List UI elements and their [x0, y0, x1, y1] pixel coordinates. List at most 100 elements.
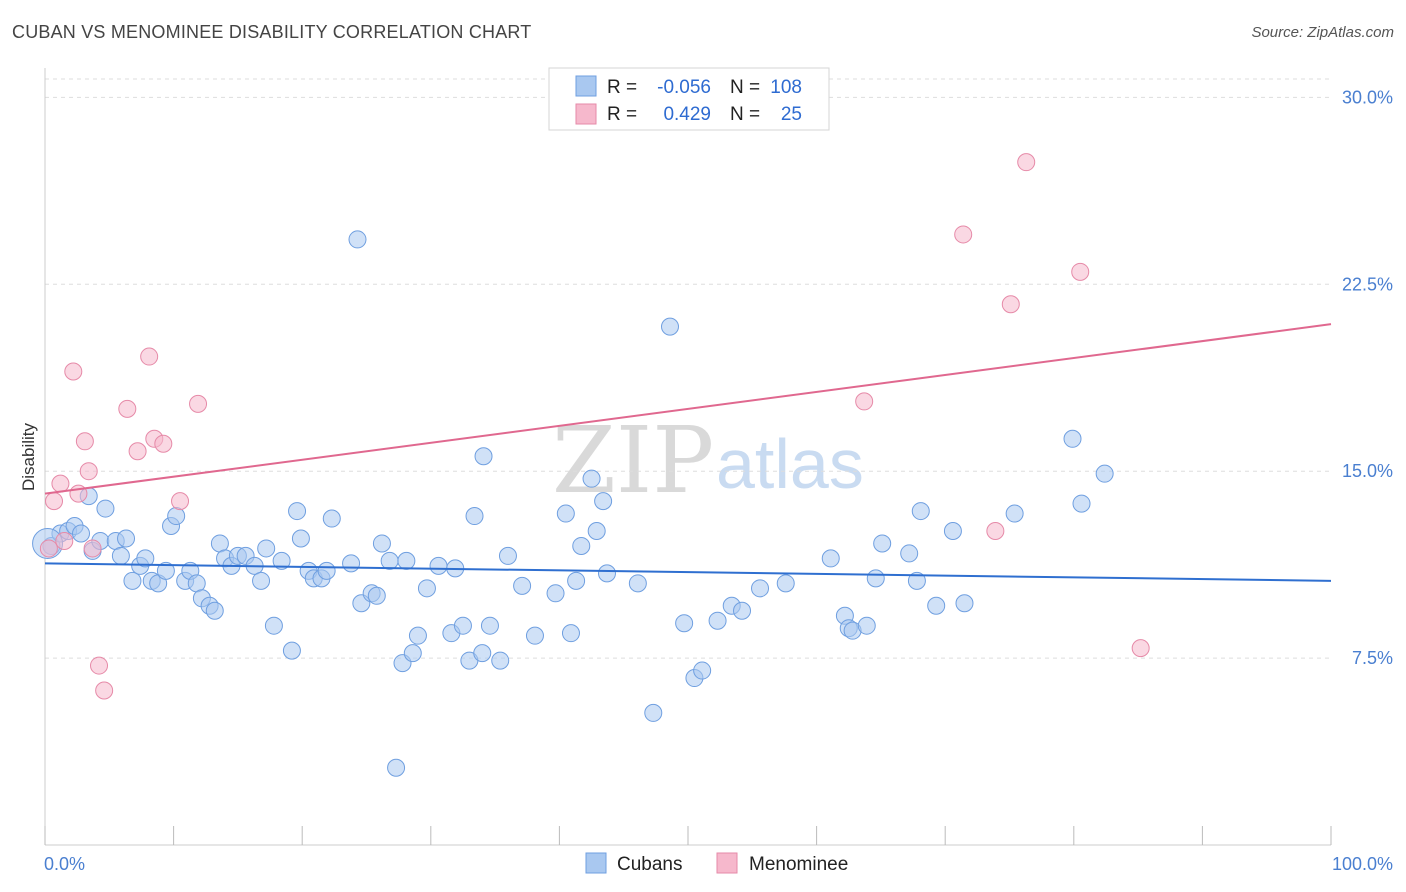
cubans-point — [322, 509, 341, 528]
menominee-point — [64, 362, 83, 381]
cubans-point — [491, 651, 510, 670]
menominee-point — [1001, 295, 1020, 314]
cubans-point — [556, 504, 575, 523]
cubans-point — [367, 586, 386, 605]
legend-n-label-menominee: N = — [730, 104, 760, 125]
cubans-point — [167, 507, 186, 526]
cubans-point — [117, 529, 136, 548]
cubans-trend-line — [44, 562, 1332, 582]
menominee-point — [75, 432, 94, 451]
legend-n-label-cubans: N = — [730, 77, 760, 98]
x-tick-label: 0.0% — [44, 854, 85, 874]
cubans-point — [288, 502, 307, 521]
cubans-point — [474, 447, 493, 466]
cubans-point — [498, 546, 517, 565]
menominee-point — [954, 225, 973, 244]
cubans-point — [136, 549, 155, 568]
cubans-point — [907, 571, 926, 590]
bottom-legend-swatch-cubans — [585, 852, 607, 874]
cubans-point — [567, 571, 586, 590]
cubans-point — [408, 626, 427, 645]
y-tick-label: 15.0% — [1342, 461, 1393, 481]
cubans-point — [900, 544, 919, 563]
cubans-point — [561, 624, 580, 643]
cubans-point — [1063, 429, 1082, 448]
cubans-point — [342, 554, 361, 573]
cubans-point — [156, 561, 175, 580]
source-label: Source: ZipAtlas.com — [1251, 24, 1394, 41]
menominee-trend-line — [44, 323, 1332, 495]
cubans-point — [72, 524, 91, 543]
menominee-point — [154, 434, 173, 453]
cubans-point — [821, 549, 840, 568]
correlation-legend: R = -0.056 N = 108 R = 0.429 N = 25 — [548, 67, 830, 131]
cubans-point — [513, 576, 532, 595]
menominee-point — [1131, 639, 1150, 658]
cubans-point — [525, 626, 544, 645]
menominee-point — [90, 656, 109, 675]
cubans-point — [911, 502, 930, 521]
cubans-point — [675, 614, 694, 633]
cubans-point — [96, 499, 115, 518]
cubans-point — [751, 579, 770, 598]
cubans-point — [111, 546, 130, 565]
cubans-point — [480, 616, 499, 635]
data-points — [32, 153, 1150, 777]
cubans-point — [693, 661, 712, 680]
tick-labels: 7.5% 15.0% 22.5% 30.0% 0.0% 100.0% — [44, 87, 1393, 874]
cubans-point — [465, 507, 484, 526]
cubans-point — [943, 522, 962, 540]
legend-n-value-cubans: 108 — [770, 77, 802, 98]
legend-swatch-menominee — [575, 103, 597, 125]
cubans-point — [857, 616, 876, 635]
cubans-point — [1095, 464, 1114, 483]
cubans-point — [387, 758, 406, 777]
cubans-point — [594, 492, 613, 511]
cubans-point — [205, 601, 224, 620]
cubans-point — [187, 574, 206, 593]
x-tick-label: 100.0% — [1332, 854, 1393, 874]
menominee-point — [83, 539, 102, 558]
watermark-atlas: atlas — [716, 425, 864, 503]
cubans-point — [252, 571, 271, 590]
y-tick-label: 22.5% — [1342, 274, 1393, 294]
cubans-point — [417, 579, 436, 598]
cubans-point — [708, 611, 727, 630]
cubans-point — [403, 644, 422, 663]
cubans-point — [264, 616, 283, 635]
cubans-point — [927, 596, 946, 615]
menominee-point — [118, 399, 137, 418]
watermark-zip: ZIP — [552, 407, 714, 514]
cubans-point — [733, 601, 752, 620]
y-tick-label: 30.0% — [1342, 87, 1393, 107]
cubans-point — [628, 574, 647, 593]
cubans-point — [272, 551, 291, 570]
legend-r-label-menominee: R = — [607, 104, 637, 125]
legend-r-value-menominee: 0.429 — [663, 104, 711, 125]
chart-title: CUBAN VS MENOMINEE DISABILITY CORRELATIO… — [12, 22, 532, 42]
cubans-point — [644, 703, 663, 722]
menominee-point — [79, 462, 98, 481]
cubans-point — [291, 529, 310, 548]
cubans-point — [210, 534, 229, 553]
bottom-legend-label-menominee: Menominee — [749, 854, 848, 875]
cubans-point — [473, 644, 492, 663]
legend-swatch-cubans — [575, 75, 597, 97]
menominee-point — [51, 474, 70, 493]
y-tick-label: 7.5% — [1352, 648, 1393, 668]
menominee-point — [1017, 153, 1036, 172]
menominee-point — [986, 522, 1005, 540]
bottom-legend-swatch-menominee — [716, 852, 738, 874]
cubans-point — [546, 584, 565, 603]
cubans-point — [582, 469, 601, 488]
axes — [44, 68, 1332, 846]
menominee-point — [55, 531, 74, 550]
cubans-point — [317, 561, 336, 580]
legend-r-value-cubans: -0.056 — [657, 77, 711, 98]
menominee-point — [189, 394, 208, 413]
y-axis-label: Disability — [19, 422, 38, 491]
cubans-point — [866, 569, 885, 588]
menominee-point — [1071, 262, 1090, 281]
cubans-point — [372, 534, 391, 553]
